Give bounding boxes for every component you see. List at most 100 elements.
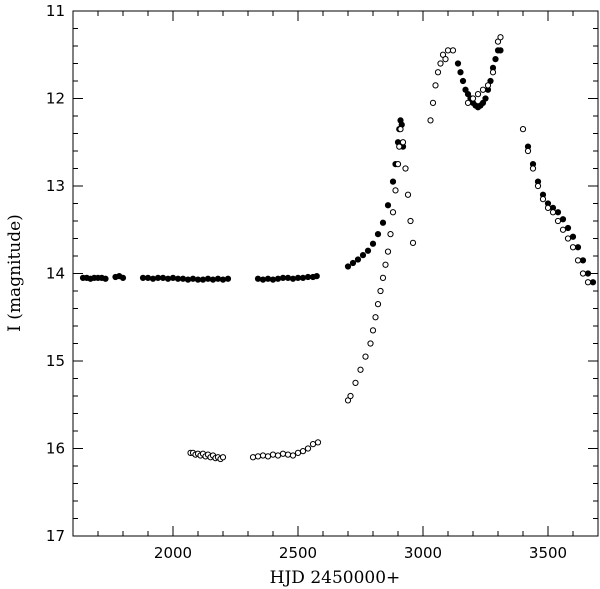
data-point-open bbox=[479, 86, 487, 93]
data-point-open bbox=[429, 99, 437, 106]
data-point-open bbox=[279, 450, 287, 457]
data-point-open bbox=[284, 451, 292, 458]
data-point-open bbox=[399, 139, 407, 146]
data-point-filled bbox=[209, 276, 217, 283]
x-axis-ticks: 2000 2500 3000 3500 bbox=[72, 11, 599, 562]
data-point-filled bbox=[289, 275, 297, 282]
data-point-open bbox=[564, 235, 572, 242]
data-point-filled bbox=[569, 233, 577, 240]
data-point-open bbox=[534, 182, 542, 190]
data-point-filled bbox=[389, 178, 397, 185]
data-point-filled bbox=[564, 224, 572, 232]
data-point-open bbox=[347, 392, 354, 400]
data-point-open bbox=[294, 449, 302, 456]
data-point-filled bbox=[154, 274, 162, 281]
y-tick-label: 17 bbox=[46, 527, 65, 545]
data-point-filled bbox=[369, 240, 377, 247]
x-axis-title: HJD 2450000+ bbox=[270, 568, 401, 588]
data-point-open bbox=[554, 217, 562, 225]
data-point-open bbox=[584, 279, 592, 286]
data-point-filled bbox=[189, 275, 197, 282]
data-point-open bbox=[409, 239, 417, 246]
data-point-filled bbox=[214, 275, 222, 282]
data-point-open bbox=[357, 366, 364, 373]
data-point-filled bbox=[304, 273, 312, 281]
data-point-filled bbox=[589, 279, 597, 286]
y-tick-label: 12 bbox=[46, 90, 65, 108]
data-point-open bbox=[384, 248, 392, 255]
data-point-filled bbox=[574, 244, 582, 251]
data-point-open bbox=[427, 117, 434, 124]
data-point-filled bbox=[119, 274, 127, 281]
data-point-open bbox=[377, 287, 384, 295]
data-point-open bbox=[372, 314, 379, 321]
data-point-filled bbox=[313, 273, 320, 280]
data-point-open bbox=[269, 451, 277, 458]
data-point-open bbox=[497, 34, 504, 41]
data-point-open bbox=[304, 445, 312, 452]
y-axis-title: I (magnitude) bbox=[5, 214, 25, 332]
y-tick-label: 16 bbox=[46, 440, 65, 458]
data-point-filled bbox=[554, 209, 562, 216]
data-point-open bbox=[444, 47, 452, 54]
data-point-filled bbox=[139, 274, 147, 281]
data-point-open bbox=[374, 301, 382, 308]
data-point-open bbox=[274, 452, 282, 459]
data-point-open bbox=[397, 126, 404, 133]
data-point-open bbox=[437, 60, 444, 67]
data-point-open bbox=[579, 270, 587, 277]
data-point-filled bbox=[364, 247, 372, 254]
data-point-filled bbox=[379, 219, 387, 226]
data-point-open bbox=[289, 452, 297, 459]
data-point-filled bbox=[144, 274, 152, 281]
data-point-filled bbox=[102, 275, 109, 282]
data-point-open bbox=[362, 353, 369, 360]
data-point-filled bbox=[184, 276, 192, 283]
data-point-filled bbox=[274, 275, 282, 282]
data-point-open bbox=[389, 209, 397, 216]
data-point-open bbox=[484, 82, 492, 89]
data-point-open bbox=[539, 196, 547, 203]
x-tick-label: 3500 bbox=[529, 544, 567, 562]
data-points bbox=[79, 34, 597, 463]
y-axis-ticks: 11 12 13 14 15 16 17 bbox=[46, 2, 598, 545]
data-point-filled bbox=[204, 275, 212, 282]
data-point-filled bbox=[374, 231, 382, 238]
x-tick-label: 2000 bbox=[154, 544, 192, 562]
data-point-filled bbox=[199, 276, 207, 283]
data-point-filled bbox=[194, 276, 202, 283]
data-point-filled bbox=[264, 275, 272, 282]
data-point-open bbox=[474, 91, 482, 98]
data-point-open bbox=[382, 261, 389, 268]
data-point-filled bbox=[219, 276, 227, 283]
data-point-open bbox=[549, 209, 557, 216]
data-point-open bbox=[404, 191, 412, 198]
data-point-open bbox=[432, 82, 439, 89]
data-point-open bbox=[519, 126, 527, 133]
data-point-open bbox=[449, 47, 457, 54]
data-point-open bbox=[249, 454, 257, 461]
data-point-open bbox=[379, 274, 387, 281]
data-point-open bbox=[309, 441, 317, 448]
data-point-open bbox=[559, 226, 567, 233]
data-point-filled bbox=[584, 270, 592, 277]
data-point-filled bbox=[359, 252, 367, 259]
data-point-open bbox=[219, 454, 227, 461]
data-point-filled bbox=[224, 275, 232, 282]
data-point-open bbox=[402, 165, 409, 172]
data-point-filled bbox=[384, 202, 392, 209]
data-point-filled bbox=[579, 257, 587, 264]
data-point-filled bbox=[459, 77, 467, 85]
data-point-filled bbox=[164, 275, 172, 282]
data-point-filled bbox=[179, 275, 187, 282]
data-point-open bbox=[264, 453, 272, 460]
data-point-filled bbox=[254, 275, 262, 282]
data-point-open bbox=[574, 257, 582, 264]
data-point-open bbox=[396, 143, 403, 150]
data-point-filled bbox=[169, 274, 177, 281]
y-tick-label: 15 bbox=[46, 352, 65, 370]
data-point-open bbox=[489, 69, 497, 76]
data-point-open bbox=[442, 56, 449, 63]
data-point-filled bbox=[294, 274, 302, 281]
